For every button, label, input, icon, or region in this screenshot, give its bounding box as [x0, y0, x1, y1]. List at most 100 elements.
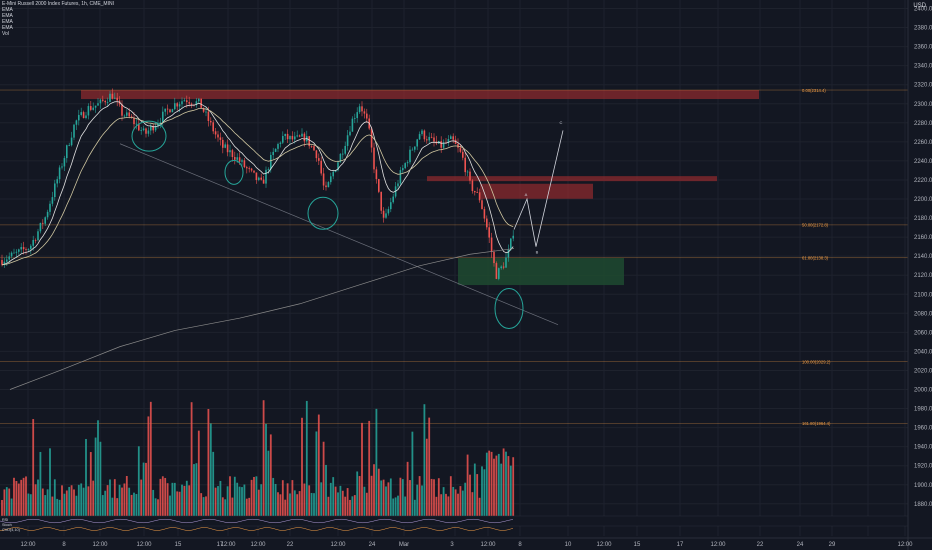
candle-body: [152, 125, 154, 131]
volume-bar: [106, 485, 109, 518]
volume-bar: [392, 498, 395, 518]
y-tick-label: 2320.0: [914, 83, 932, 89]
volume-bar: [368, 420, 371, 518]
candle-body: [450, 136, 452, 139]
volume-bar: [94, 437, 97, 518]
volume-bar: [380, 480, 383, 518]
candle-body: [195, 101, 198, 105]
candle-body: [471, 180, 474, 192]
candle-body: [27, 249, 30, 250]
candle-body: [507, 249, 510, 258]
highlight-circle: [131, 120, 167, 152]
volume-bar: [430, 478, 433, 518]
candle-body: [94, 105, 97, 108]
volume-bar: [101, 495, 104, 518]
volume-bar: [389, 478, 392, 518]
candle-body: [92, 107, 94, 110]
candle-body: [178, 104, 181, 107]
candle-body: [186, 100, 188, 103]
candle-body: [505, 257, 507, 268]
candle-body: [87, 106, 90, 116]
x-tick-label: 12:00: [220, 542, 236, 548]
volume-bar: [301, 417, 303, 518]
candle-body: [250, 168, 253, 171]
volume-bar: [411, 431, 414, 518]
volume-bar: [339, 485, 342, 518]
volume-bar: [265, 423, 267, 518]
volume-bar: [190, 402, 193, 518]
candle-body: [169, 109, 171, 113]
volume-bar: [428, 417, 431, 518]
volume-bar: [140, 479, 143, 518]
candle-body: [123, 115, 126, 117]
y-tick-label: 2260.0: [914, 140, 932, 146]
candle-body: [188, 102, 190, 104]
candle-body: [493, 251, 495, 264]
candle-body: [226, 144, 229, 153]
candle-body: [154, 126, 157, 131]
volume-bar: [351, 496, 354, 518]
x-tick-label: 12:00: [897, 542, 913, 548]
volume-bar: [231, 497, 234, 518]
volume-bar: [418, 476, 421, 518]
candle-body: [262, 179, 265, 184]
candle-body: [68, 145, 70, 147]
indicator-ema-1[interactable]: EMA: [2, 7, 13, 13]
volume-bar: [63, 493, 66, 518]
volume-bar: [51, 496, 54, 518]
y-tick-label: 1880.0: [914, 502, 932, 508]
candle-body: [502, 266, 505, 268]
volume-bar: [205, 496, 207, 518]
ema-slow-line: [9, 248, 515, 390]
volume-bar: [346, 488, 349, 518]
x-tick-label: 3: [450, 542, 454, 548]
candle-body: [490, 237, 493, 252]
indicator-ema-4[interactable]: EMA: [2, 25, 13, 31]
candle-body: [80, 112, 82, 115]
volume-bar: [413, 499, 416, 518]
candle-body: [495, 263, 498, 279]
candle-body: [464, 157, 466, 173]
candle-body: [404, 163, 406, 169]
y-tick-label: 2400.0: [914, 7, 932, 13]
candle-body: [418, 134, 421, 140]
volume-bar: [142, 462, 145, 518]
volume-bar: [149, 401, 152, 518]
candle-body: [430, 136, 433, 138]
indicator-ema-2[interactable]: EMA: [2, 13, 13, 19]
x-tick-label: 12:00: [710, 542, 726, 548]
volume-bar: [387, 482, 390, 518]
volume-bar: [219, 480, 222, 518]
volume-bar: [452, 486, 455, 518]
volume-bar: [507, 456, 510, 518]
candle-body: [171, 109, 174, 113]
x-tick-label: 12:00: [596, 542, 612, 548]
candle-body: [339, 153, 342, 163]
candle-body: [34, 239, 37, 241]
candle-body: [217, 134, 219, 138]
candle-body: [358, 106, 361, 113]
volume-bar: [70, 485, 73, 518]
volume-bar: [121, 487, 123, 518]
candle-body: [3, 261, 6, 265]
candle-body: [481, 200, 483, 210]
candle-body: [212, 122, 214, 132]
candle-body: [66, 145, 68, 159]
indicator-ema-3[interactable]: EMA: [2, 19, 13, 25]
candle-body: [109, 93, 111, 102]
y-tick-label: 2120.0: [914, 273, 932, 279]
volume-bar: [245, 498, 248, 518]
candle-body: [440, 141, 442, 148]
y-tick-label: 2140.0: [914, 254, 932, 260]
ema-mid-line: [1, 108, 514, 266]
candle-body: [1, 260, 3, 265]
candle-body: [128, 112, 130, 117]
candle-body: [423, 130, 426, 140]
candle-body: [483, 209, 486, 219]
indicator-vol[interactable]: Vol: [2, 31, 9, 37]
volume-bar: [200, 493, 203, 518]
fib-level-label: 100.00(2029.2): [802, 359, 831, 364]
x-tick-label: 12:00: [250, 542, 266, 548]
candle-body: [97, 103, 99, 106]
